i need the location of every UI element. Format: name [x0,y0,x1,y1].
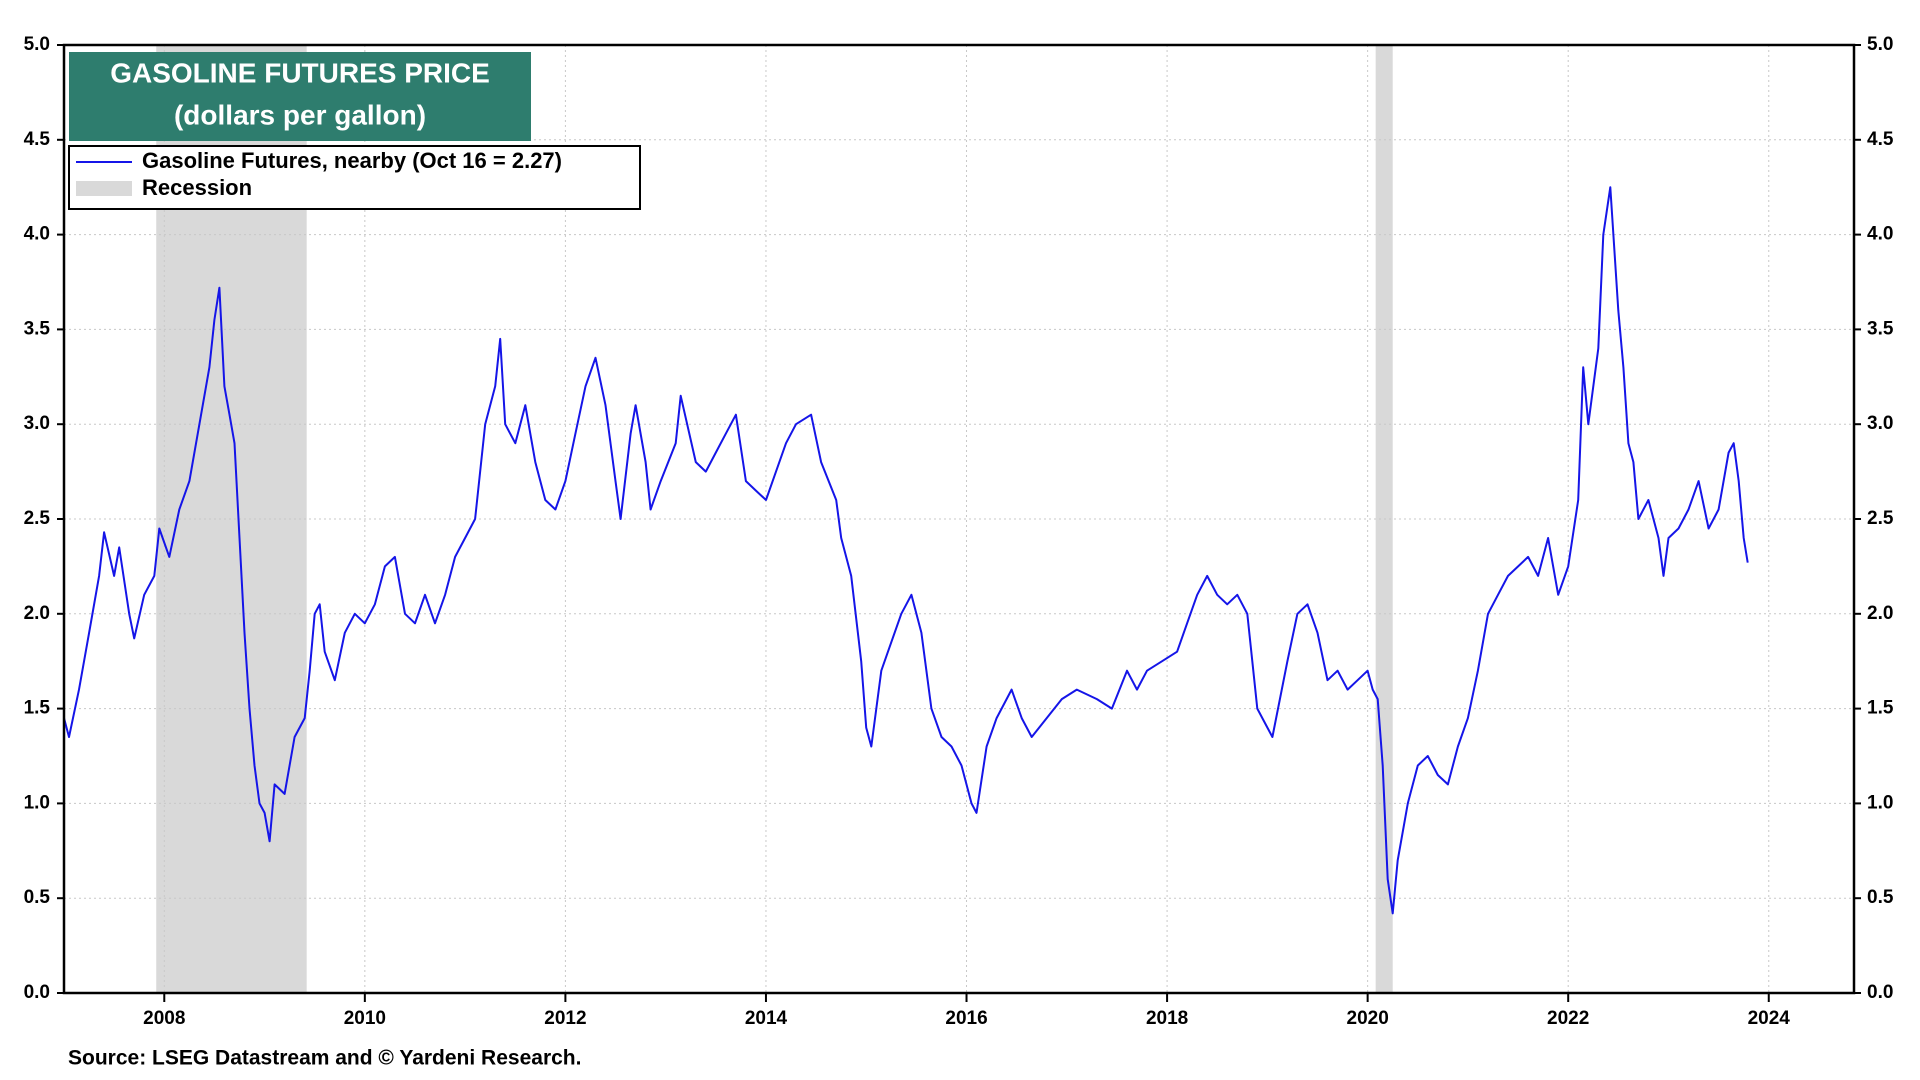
legend-label: Gasoline Futures, nearby (Oct 16 = 2.27) [142,148,562,173]
y-tick-label: 0.0 [24,982,50,1003]
title-box [69,52,531,141]
legend-swatch [76,181,132,196]
x-tick-label: 2022 [1547,1008,1589,1029]
y-tick-label: 4.5 [24,129,51,150]
x-tick-label: 2010 [344,1008,386,1029]
y2-tick-label: 3.0 [1867,413,1893,434]
y2-tick-label: 1.5 [1867,698,1894,719]
y2-tick-label: 4.5 [1867,129,1894,150]
x-tick-label: 2014 [745,1008,788,1029]
y-tick-label: 3.0 [24,413,50,434]
source: Source: LSEG Datastream and © Yardeni Re… [68,1047,581,1070]
chart-title: GASOLINE FUTURES PRICE [110,57,490,88]
x-tick-label: 2024 [1748,1008,1791,1029]
y2-tick-label: 3.5 [1867,318,1894,339]
chart-subtitle: (dollars per gallon) [174,99,426,130]
legend [68,145,641,210]
x-tick-label: 2012 [544,1008,586,1029]
y-tick-label: 2.0 [24,603,50,624]
y-tick-label: 5.0 [24,34,50,55]
y2-tick-label: 2.5 [1867,508,1894,529]
y-tick-label: 1.0 [24,792,50,813]
x-tick-label: 2020 [1347,1008,1389,1029]
y2-tick-label: 5.0 [1867,34,1893,55]
y-tick-label: 2.5 [24,508,51,529]
x-tick-label: 2016 [945,1008,987,1029]
y2-tick-label: 0.0 [1867,982,1893,1003]
x-tick-label: 2008 [143,1008,185,1029]
legend-label: Recession [142,175,252,200]
y2-tick-label: 2.0 [1867,603,1893,624]
y2-tick-label: 1.0 [1867,792,1893,813]
x-tick-label: 2018 [1146,1008,1188,1029]
y-tick-label: 0.5 [24,887,51,908]
y-tick-label: 4.0 [24,224,50,245]
y2-tick-label: 0.5 [1867,887,1894,908]
y-tick-label: 3.5 [24,318,51,339]
plot [63,186,1749,915]
y-tick-label: 1.5 [24,698,51,719]
y2-tick-label: 4.0 [1867,224,1893,245]
series-line [63,186,1749,915]
legend-entries: Gasoline Futures, nearby (Oct 16 = 2.27)… [76,148,562,200]
